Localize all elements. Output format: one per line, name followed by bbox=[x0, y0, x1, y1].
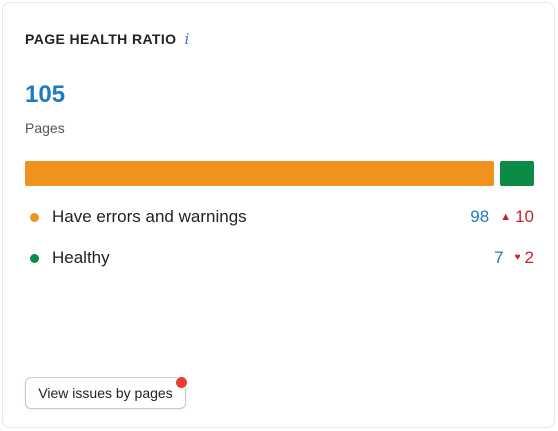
legend-label-healthy: Healthy bbox=[52, 248, 110, 267]
bar-segment-healthy[interactable] bbox=[500, 161, 534, 186]
legend-row-healthy: Healthy 7 ♥ 2 bbox=[25, 246, 534, 270]
delta-healthy: ♥ 2 bbox=[515, 248, 534, 268]
triangle-up-icon: ▲ bbox=[500, 210, 512, 223]
legend-row-errors: Have errors and warnings 98 ▲ 10 bbox=[25, 205, 534, 229]
errors-dot-icon bbox=[30, 212, 39, 222]
delta-value-errors: 10 bbox=[515, 207, 534, 226]
healthy-dot-icon bbox=[30, 253, 39, 263]
health-ratio-bar bbox=[25, 161, 534, 186]
legend-count-errors[interactable]: 98 bbox=[470, 207, 490, 226]
legend-count-healthy[interactable]: 7 bbox=[494, 248, 504, 267]
delta-errors: ▲ 10 bbox=[500, 207, 534, 227]
info-icon[interactable]: i bbox=[184, 30, 190, 48]
bar-segment-errors[interactable] bbox=[25, 161, 495, 186]
card-header: PAGE HEALTH RATIO i bbox=[25, 31, 189, 47]
total-pages-count: 105 bbox=[25, 81, 66, 108]
page-health-card: PAGE HEALTH RATIO i 105 Pages Have error… bbox=[2, 2, 555, 428]
delta-value-healthy: 2 bbox=[524, 248, 534, 267]
heart-down-icon: ♥ bbox=[514, 252, 521, 263]
total-pages-label: Pages bbox=[25, 120, 65, 136]
view-issues-by-pages-button[interactable]: View issues by pages bbox=[25, 377, 186, 409]
legend-label-errors: Have errors and warnings bbox=[52, 207, 247, 226]
card-title: PAGE HEALTH RATIO bbox=[25, 31, 177, 47]
notification-dot-icon bbox=[175, 376, 188, 389]
